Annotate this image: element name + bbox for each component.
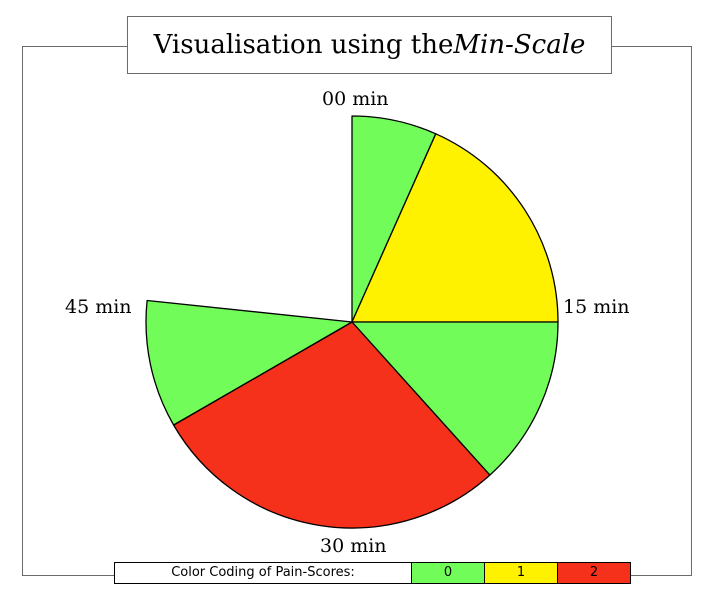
pie-segment-1 bbox=[351, 133, 559, 323]
pie-segment-4 bbox=[145, 299, 353, 426]
legend-swatch-0: 0 bbox=[412, 563, 485, 583]
tick-label-45: 45 min bbox=[65, 296, 132, 318]
color-legend: Color Coding of Pain-Scores: 0 1 2 bbox=[114, 562, 631, 584]
tick-label-30: 30 min bbox=[320, 535, 387, 557]
title-main: Visualisation using the bbox=[153, 30, 454, 60]
title-emphasis: Min-Scale bbox=[453, 30, 586, 60]
tick-label-15: 15 min bbox=[563, 296, 630, 318]
legend-caption: Color Coding of Pain-Scores: bbox=[115, 563, 412, 583]
chart-title: Visualisation using the Min-Scale bbox=[127, 16, 612, 74]
legend-swatch-2: 2 bbox=[558, 563, 630, 583]
pie-segment-3 bbox=[172, 321, 491, 529]
tick-label-00: 00 min bbox=[322, 88, 389, 110]
pie-segment-2 bbox=[351, 321, 559, 476]
legend-swatch-1: 1 bbox=[485, 563, 558, 583]
